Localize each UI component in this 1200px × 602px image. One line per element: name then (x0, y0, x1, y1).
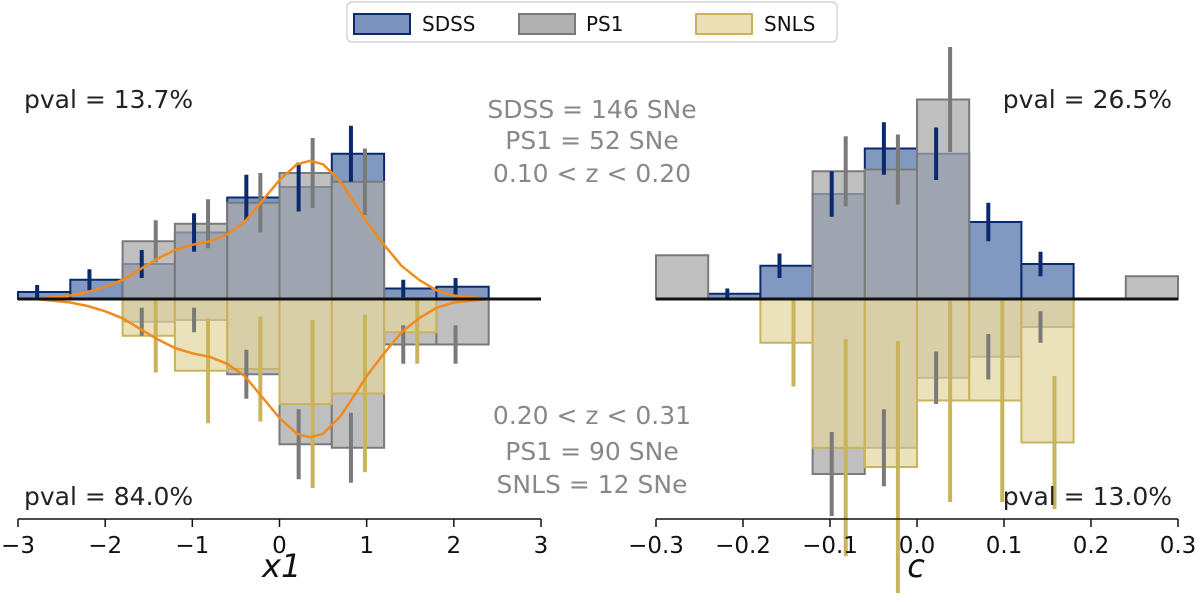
x1-bottom-snls-bar-7 (383, 298, 438, 334)
x1-x-tick-label-6: 3 (534, 533, 549, 559)
x1-top-sdss-bar-7 (383, 287, 438, 300)
c-top-sdss-bar-6 (968, 221, 1023, 300)
x1-x-tick-label-1: −2 (88, 533, 122, 559)
x1-pval-top: pval = 13.7% (24, 85, 193, 114)
c-x-tick-label-6: 0.3 (1160, 533, 1197, 559)
x1-x-tick-label-0: −3 (1, 533, 35, 559)
c-bottom-snls-bar-6 (968, 298, 1023, 402)
legend-swatch-snls (695, 13, 753, 35)
c-top-sdss-bar-2 (759, 264, 814, 300)
x1-top-ps1-bar-6 (330, 180, 386, 300)
top-count-sdss: SDSS = 146 SNe (487, 95, 696, 124)
c-top-sdss-bar-7 (1020, 263, 1075, 300)
c-x-tick-label-2: −0.1 (802, 533, 858, 559)
c-axis-label: c (907, 547, 925, 585)
c-top-ps1-bar-9 (1124, 275, 1180, 300)
legend-swatch-sdss (353, 13, 411, 35)
legend-label-sdss: SDSS (422, 12, 476, 36)
x1-axis-label: x1 (261, 547, 301, 585)
x1-model-curve-bottom (35, 297, 489, 439)
x1-histogram-panel: −3 −2 −1 0 1 2 3 (1, 125, 549, 559)
top-redshift-range: 0.10 < z < 0.20 (493, 159, 691, 188)
c-x-tick-label-1: −0.2 (715, 533, 771, 559)
c-x-tick-label-3: 0.0 (899, 533, 936, 559)
x1-x-tick-label-4: 1 (359, 533, 374, 559)
c-top-ps1-bar-4 (863, 168, 918, 300)
x1-bottom-snls-bar-3 (173, 298, 229, 372)
bottom-count-snls: SNLS = 12 SNe (497, 470, 688, 499)
x1-top-ps1-bar-4 (226, 201, 281, 300)
c-bottom-snls-bar-5 (916, 298, 971, 402)
bottom-redshift-range: 0.20 < z < 0.31 (493, 401, 691, 430)
c-pval-bottom: pval = 13.0% (1003, 482, 1172, 511)
x1-x-tick-label-3: 0 (272, 533, 287, 559)
c-bottom-snls-bar-4 (863, 298, 918, 468)
bottom-count-ps1: PS1 = 90 SNe (505, 437, 678, 466)
top-count-ps1: PS1 = 52 SNe (505, 126, 678, 155)
x1-bottom-snls-bar-6 (330, 298, 386, 395)
c-top-ps1-bar-0 (655, 254, 710, 300)
c-x-tick-label-5: 0.2 (1073, 533, 1110, 559)
x1-top-ps1-bar-3 (173, 222, 229, 300)
c-pval-top: pval = 26.5% (1003, 85, 1172, 114)
x1-x-tick-label-5: 2 (447, 533, 462, 559)
x1-x-tick-label-2: −1 (175, 533, 209, 559)
legend-label-snls: SNLS (764, 12, 816, 36)
c-top-ps1-bar-3 (811, 170, 866, 300)
x1-model-curve-top (35, 159, 489, 301)
x1-top-ps1-bar-2 (121, 240, 176, 300)
legend: SDSS PS1 SNLS (346, 1, 838, 43)
c-bottom-snls-bar-7 (1020, 298, 1075, 444)
x1-bottom-snls-bar-4 (226, 298, 281, 370)
c-bottom-snls-bar-3 (811, 298, 866, 449)
x1-top-ps1-bar-5 (278, 172, 333, 300)
c-top-ps1-bar-5 (916, 98, 971, 300)
color-histogram-panel: −0.3 −0.2 −0.1 0.0 0.1 0.2 0.3 (628, 47, 1196, 593)
x1-bottom-snls-bar-5 (278, 298, 333, 405)
legend-swatch-ps1 (518, 13, 576, 35)
c-x-tick-label-0: −0.3 (628, 533, 684, 559)
x1-pval-bottom: pval = 84.0% (24, 482, 193, 511)
legend-label-ps1: PS1 (586, 12, 623, 36)
c-bottom-snls-bar-2 (759, 298, 814, 344)
x1-bottom-snls-bar-2 (121, 298, 176, 337)
c-x-tick-label-4: 0.1 (986, 533, 1023, 559)
